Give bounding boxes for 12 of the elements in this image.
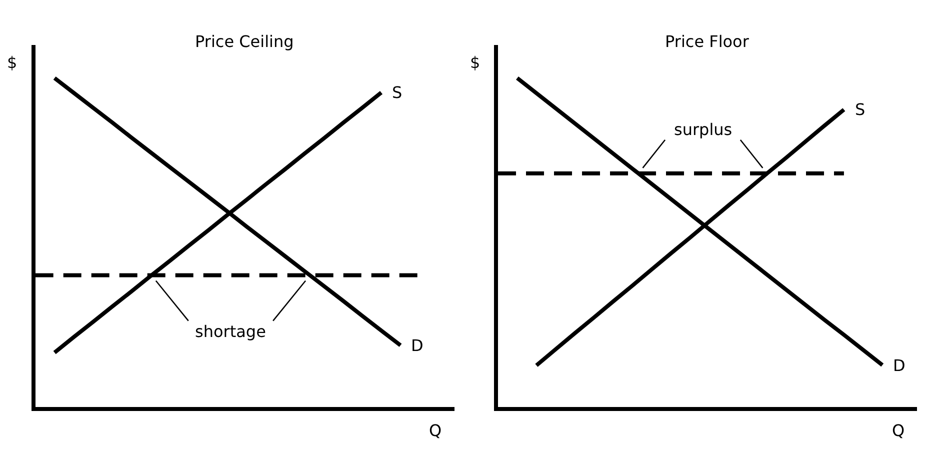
series-label: D xyxy=(893,356,906,375)
series-label: D xyxy=(411,336,424,355)
annotation: surplus xyxy=(674,120,732,139)
x-axis-title: Q xyxy=(429,421,442,440)
x-axis-title: Q xyxy=(892,421,905,440)
annotation: shortage xyxy=(195,322,266,341)
chart-title: Price Ceiling xyxy=(195,32,294,51)
y-axis-title: $ xyxy=(470,53,480,72)
y-axis-title: $ xyxy=(7,53,18,72)
series-label: S xyxy=(855,100,866,119)
chart-title: Price Floor xyxy=(665,32,750,51)
series-label: S xyxy=(392,83,402,102)
